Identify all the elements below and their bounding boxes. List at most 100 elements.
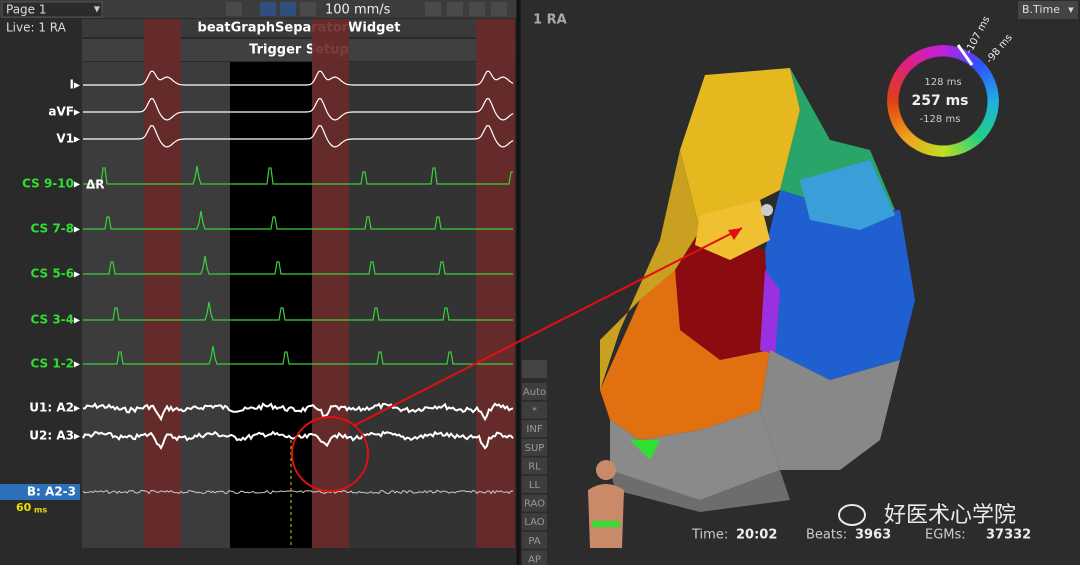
band (82, 62, 144, 548)
torso-band (592, 521, 620, 527)
ref-waveform (82, 489, 514, 495)
mode-label: B.Time (1022, 3, 1060, 16)
torso-body (588, 484, 624, 548)
waveform (83, 301, 513, 321)
waveform (83, 345, 513, 365)
tool-button[interactable] (280, 2, 296, 16)
ref-value: 60 (16, 501, 32, 514)
channel-arrow: ▶ (74, 404, 81, 413)
egms-value: 37332 (986, 528, 1031, 543)
delta-label: ΔR (86, 178, 105, 192)
watermark-icon (838, 504, 866, 526)
beats-value: 3963 (855, 528, 891, 543)
channel-label: aVF (48, 105, 74, 119)
tool-button[interactable] (469, 2, 485, 16)
channel-label: I (70, 78, 74, 92)
map-region (610, 410, 780, 500)
channel-arrow: ▶ (74, 360, 81, 369)
color-ring (887, 45, 999, 157)
page-select[interactable] (1, 1, 103, 18)
mode-select[interactable] (1018, 1, 1078, 19)
channel-arrow: ▶ (74, 316, 81, 325)
channel-label: CS 5-6 (30, 267, 74, 281)
view-button[interactable] (522, 476, 547, 493)
ring-legend: 128 ms 257 ms -128 ms -107 ms -98 ms (887, 15, 1015, 157)
ref-label-box (0, 484, 80, 500)
view-button[interactable] (522, 383, 547, 400)
map-region (610, 470, 790, 512)
torso-head (596, 460, 616, 480)
channel-arrow: ▶ (74, 135, 81, 144)
tool-button[interactable] (260, 2, 276, 16)
time-label: Time: (691, 528, 728, 543)
waveform (83, 124, 514, 148)
map-region (800, 160, 895, 230)
channel-label: U2: A3 (29, 429, 74, 443)
beat-band (312, 19, 349, 548)
channel-label: CS 9-10 (22, 177, 74, 191)
view-button[interactable] (522, 401, 547, 419)
ring-center: 257 ms (911, 93, 968, 109)
egms-label: EGMs: (925, 528, 966, 543)
view-button[interactable] (522, 438, 547, 456)
widget-title: beatGraphSeparatorWidget (198, 21, 401, 36)
sweep-speed[interactable]: 100 mm/s (325, 3, 391, 18)
view-button[interactable] (522, 531, 547, 549)
tool-button[interactable] (522, 360, 547, 378)
view-button[interactable] (522, 513, 547, 531)
map-region (600, 270, 770, 440)
trigger-header (82, 39, 515, 61)
beat-band (476, 19, 515, 548)
channel-arrow: ▶ (74, 225, 81, 234)
view-button[interactable] (522, 420, 547, 438)
waveform (83, 255, 513, 275)
view-button[interactable] (522, 494, 547, 512)
tool-button[interactable] (300, 2, 316, 16)
waveform (83, 70, 514, 86)
view-button-label: PA (528, 536, 540, 547)
view-button[interactable] (522, 457, 547, 475)
waveform (83, 165, 513, 185)
tool-button[interactable] (491, 2, 507, 16)
map-title: 1 RA (533, 13, 567, 28)
ring-wrap (887, 45, 999, 157)
view-button-label: LAO (524, 517, 544, 528)
view-button-label: * (532, 406, 537, 417)
channel-arrow: ▶ (74, 432, 81, 441)
beats-label: Beats: (806, 528, 847, 543)
waveform (83, 210, 513, 230)
toolbar (0, 0, 518, 18)
channel-arrow: ▶ (74, 81, 81, 90)
live-status: Live: 1 RA (6, 21, 67, 35)
annotation-circle (291, 416, 369, 492)
watermark-text: 好医术心学院 (884, 503, 1016, 528)
map-region (630, 440, 660, 460)
channel-label: CS 7-8 (30, 222, 74, 236)
ring-marker (956, 44, 974, 66)
channel-label: V1 (56, 132, 74, 146)
annotation-arrow (354, 227, 743, 426)
waveform (83, 97, 514, 121)
ring-upper: 128 ms (924, 77, 961, 88)
heart-map (600, 68, 915, 512)
view-button[interactable] (522, 550, 547, 565)
view-button-label: AP (528, 554, 541, 565)
tool-button[interactable] (226, 2, 242, 16)
time-value: 20:02 (736, 528, 777, 543)
map-region (760, 270, 780, 355)
map-region (675, 230, 770, 360)
tool-button[interactable] (447, 2, 463, 16)
catheter-tip (761, 204, 773, 216)
dropdown-arrow: ▼ (94, 5, 101, 14)
map-region (600, 150, 700, 390)
view-button-label: LL (529, 480, 541, 491)
view-button-label: SUP (525, 443, 545, 454)
map-region (680, 68, 800, 230)
ring-lower: -128 ms (920, 114, 961, 125)
ref-unit: ms (34, 506, 47, 515)
ref-label: B: A2-3 (27, 485, 76, 499)
view-button-label: INF (526, 424, 542, 435)
view-buttons: Auto * INF SUP RL LL RAO LAO PA AP (522, 360, 547, 565)
tool-button[interactable] (425, 2, 441, 16)
